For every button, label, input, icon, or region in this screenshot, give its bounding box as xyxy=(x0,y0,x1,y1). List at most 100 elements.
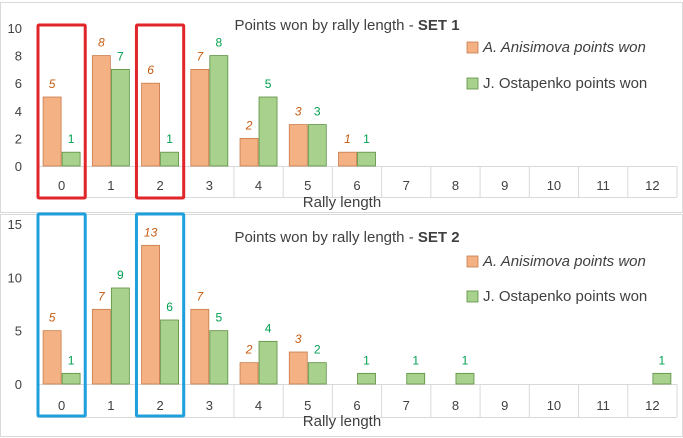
bar-anisimova xyxy=(239,362,259,385)
data-label-ostapenko: 8 xyxy=(215,36,222,50)
x-tick-label: 10 xyxy=(547,398,561,413)
bar-ostapenko xyxy=(209,330,229,385)
x-tick-label: 5 xyxy=(304,398,311,413)
bar-anisimova xyxy=(91,55,111,167)
x-tick-label: 7 xyxy=(403,178,410,193)
data-label-anisimova: 5 xyxy=(49,311,56,325)
legend-swatch-ostapenko xyxy=(466,290,479,303)
data-label-ostapenko: 1 xyxy=(412,353,419,367)
bar-ostapenko xyxy=(61,372,81,385)
x-tick-label: 7 xyxy=(403,398,410,413)
x-tick-label: 11 xyxy=(596,178,610,193)
data-label-ostapenko: 5 xyxy=(265,77,272,91)
x-tick-label: 10 xyxy=(547,178,561,193)
data-label-anisimova: 3 xyxy=(295,105,302,119)
bar-anisimova xyxy=(42,96,62,167)
data-label-anisimova: 6 xyxy=(147,63,154,77)
x-tick-label: 11 xyxy=(596,398,610,413)
chart-title-set: SET 2 xyxy=(418,229,460,246)
x-tick-label: 6 xyxy=(353,178,360,193)
data-label-ostapenko: 6 xyxy=(166,300,173,314)
bar-ostapenko xyxy=(160,151,179,167)
x-tick-label: 1 xyxy=(107,178,114,193)
legend-label-anisimova: A. Anisimova points won xyxy=(482,39,646,56)
chart-title: Points won by rally length - SET 2 xyxy=(234,229,459,246)
y-tick-label: 10 xyxy=(8,21,22,36)
bar-anisimova xyxy=(141,82,160,167)
x-tick-label: 8 xyxy=(452,178,459,193)
bar-ostapenko xyxy=(160,319,179,385)
data-label-ostapenko: 4 xyxy=(265,321,272,335)
x-tick-label: 4 xyxy=(255,178,262,193)
x-tick-label: 9 xyxy=(501,178,508,193)
bar-anisimova xyxy=(141,244,160,385)
data-label-ostapenko: 5 xyxy=(215,311,222,325)
data-label-ostapenko: 9 xyxy=(117,268,124,282)
data-label-anisimova: 7 xyxy=(196,289,204,303)
data-label-ostapenko: 3 xyxy=(314,105,321,119)
data-label-ostapenko: 1 xyxy=(166,132,173,146)
x-tick-label: 1 xyxy=(107,398,114,413)
data-label-anisimova: 13 xyxy=(144,225,158,239)
legend-swatch-anisimova xyxy=(466,255,479,268)
data-label-anisimova: 7 xyxy=(98,289,106,303)
highlight-box xyxy=(134,23,186,200)
bar-anisimova xyxy=(288,124,308,167)
y-tick-label: 6 xyxy=(15,76,22,91)
bar-ostapenko xyxy=(652,372,672,385)
bar-ostapenko xyxy=(307,124,327,167)
bar-anisimova xyxy=(190,69,210,167)
x-tick-label: 0 xyxy=(58,178,65,193)
data-label-anisimova: 7 xyxy=(196,49,204,63)
chart-title: Points won by rally length - SET 1 xyxy=(234,17,459,34)
highlight-box xyxy=(36,23,87,200)
y-tick-label: 0 xyxy=(15,159,22,174)
x-tick-label: 0 xyxy=(58,398,65,413)
x-tick-label: 5 xyxy=(304,178,311,193)
data-label-ostapenko: 1 xyxy=(68,353,75,367)
data-label-ostapenko: 1 xyxy=(68,132,75,146)
bar-ostapenko xyxy=(406,372,426,385)
chart-title-set: SET 1 xyxy=(418,17,460,34)
data-label-ostapenko: 1 xyxy=(462,353,469,367)
data-label-ostapenko: 1 xyxy=(363,353,370,367)
bar-anisimova xyxy=(190,308,210,385)
data-label-ostapenko: 7 xyxy=(117,49,124,63)
x-tick-label: 4 xyxy=(255,398,262,413)
x-tick-label: 3 xyxy=(206,398,213,413)
x-tick-label: 8 xyxy=(452,398,459,413)
bar-anisimova xyxy=(239,137,259,167)
chart-title-prefix: Points won by rally length - xyxy=(234,229,417,246)
legend-label-anisimova: A. Anisimova points won xyxy=(482,253,646,270)
legend-label-ostapenko: J. Ostapenko points won xyxy=(483,288,647,305)
y-tick-label: 5 xyxy=(15,324,22,339)
data-label-anisimova: 8 xyxy=(98,36,105,50)
data-label-anisimova: 5 xyxy=(49,77,56,91)
x-axis-label: Rally length xyxy=(303,194,381,211)
legend-swatch-ostapenko xyxy=(466,77,479,90)
data-label-anisimova: 2 xyxy=(245,343,253,357)
bar-ostapenko xyxy=(258,340,278,385)
x-tick-label: 12 xyxy=(645,398,659,413)
bar-ostapenko xyxy=(455,372,475,385)
y-tick-label: 15 xyxy=(8,217,22,232)
highlight-box xyxy=(36,212,87,418)
y-tick-label: 10 xyxy=(8,270,22,285)
y-tick-label: 4 xyxy=(15,104,22,119)
bar-ostapenko xyxy=(307,362,327,385)
bar-anisimova xyxy=(338,151,357,167)
bar-ostapenko xyxy=(110,287,130,385)
x-tick-label: 3 xyxy=(206,178,213,193)
bar-ostapenko xyxy=(110,69,130,167)
y-tick-label: 2 xyxy=(15,131,22,146)
x-tick-label: 12 xyxy=(645,178,659,193)
y-tick-label: 8 xyxy=(15,49,22,64)
bar-anisimova xyxy=(42,330,62,385)
x-axis-label: Rally length xyxy=(303,413,381,430)
data-label-anisimova: 3 xyxy=(295,332,302,346)
highlight-box xyxy=(134,212,186,418)
bar-anisimova xyxy=(288,351,308,385)
